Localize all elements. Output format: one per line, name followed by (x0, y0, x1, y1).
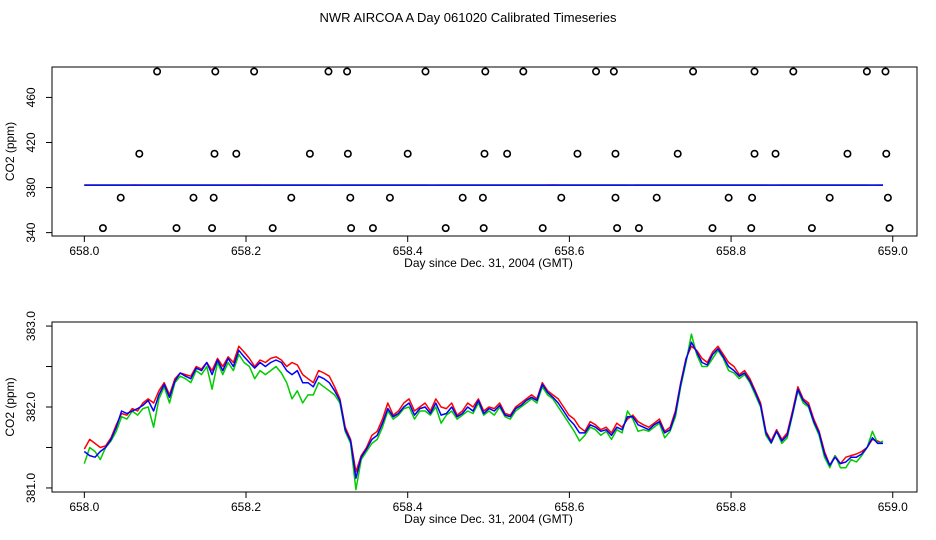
scatter-point (519, 67, 528, 76)
scatter-point (843, 149, 852, 158)
scatter-point (825, 193, 834, 202)
scatter-point (885, 224, 894, 233)
scatter-point (689, 67, 698, 76)
scatter-point (881, 67, 890, 76)
scatter-point (172, 224, 181, 233)
scatter-point (421, 67, 430, 76)
x-tick-label: 658.4 (393, 500, 423, 514)
x-tick-label: 658.0 (69, 244, 99, 258)
scatter-point (882, 149, 891, 158)
scatter-point (673, 149, 682, 158)
y-tick-label: 381.0 (24, 473, 38, 503)
scatter-point (609, 67, 618, 76)
scatter-point (441, 224, 450, 233)
scatter-point (748, 193, 757, 202)
x-tick-label: 658.6 (554, 244, 584, 258)
scatter-point (209, 193, 218, 202)
y-tick-label: 340 (24, 222, 38, 242)
x-tick-label: 658.2 (231, 244, 261, 258)
scatter-point (862, 67, 871, 76)
x-tick-label: 658.0 (69, 500, 99, 514)
x-tick-label: 658.8 (716, 500, 746, 514)
y-tick-label: 460 (24, 87, 38, 107)
y-tick-label: 382.0 (24, 392, 38, 422)
x-tick-label: 658.8 (716, 244, 746, 258)
series-line-red (83, 345, 884, 473)
chart-title: NWR AIRCOA A Day 061020 Calibrated Times… (319, 10, 617, 25)
scatter-point (343, 67, 352, 76)
scatter-point (458, 193, 467, 202)
scatter-point (324, 67, 333, 76)
scatter-point (747, 224, 756, 233)
lower-panel-calibrated-co2: 658.0 658.2 658.4 658.6 658.8 659.0 Day since … (3, 311, 918, 526)
y-tick-label: 420 (24, 132, 38, 152)
scatter-point (135, 149, 144, 158)
scatter-point (343, 149, 352, 158)
scatter-point (98, 224, 107, 233)
scatter-point (208, 224, 217, 233)
x-tick-label: 659.0 (878, 500, 908, 514)
scatter-point (750, 149, 759, 158)
scatter-point (611, 149, 620, 158)
scatter-point (883, 193, 892, 202)
upper-panel-raw-co2: 658.0 658.2 658.4 658.6 658.8 659.0 Day since … (3, 66, 918, 270)
y-tick-label: 383.0 (24, 311, 38, 341)
scatter-point (480, 149, 489, 158)
series-line-blue (83, 341, 883, 479)
scatter-point (557, 193, 566, 202)
scatter-point (403, 149, 412, 158)
scatter-point (479, 224, 488, 233)
scatter-point (347, 224, 356, 233)
scatter-point (211, 67, 220, 76)
scatter-point (268, 224, 277, 233)
x-tick-label: 658.2 (231, 500, 261, 514)
x-axis-label: Day since Dec. 31, 2004 (GMT) (404, 256, 573, 270)
scatter-point (368, 224, 377, 233)
scatter-point (573, 149, 582, 158)
plot-frame (51, 66, 918, 237)
scatter-point (385, 193, 394, 202)
scatter-point (346, 193, 355, 202)
scatter-point (250, 67, 259, 76)
x-tick-label: 658.6 (554, 500, 584, 514)
plot-frame (51, 321, 918, 493)
scatter-point (613, 224, 622, 233)
scatter-point (210, 149, 219, 158)
scatter-point (652, 193, 661, 202)
scatter-point (503, 149, 512, 158)
scatter-point (189, 193, 198, 202)
scatter-point (481, 67, 490, 76)
scatter-point (116, 193, 125, 202)
scatter-point (750, 67, 759, 76)
scatter-point (478, 193, 487, 202)
scatter-point (724, 193, 733, 202)
scatter-point (538, 224, 547, 233)
scatter-point (771, 149, 780, 158)
scatter-point (789, 67, 798, 76)
y-axis-label: CO2 (ppm) (3, 377, 17, 436)
scatter-point (232, 149, 241, 158)
scatter-point (634, 224, 643, 233)
scatter-point (592, 67, 601, 76)
x-tick-label: 659.0 (878, 244, 908, 258)
x-tick-label: 658.4 (393, 244, 423, 258)
scatter-point (807, 224, 816, 233)
scatter-point (305, 149, 314, 158)
scatter-point (708, 224, 717, 233)
x-axis-label: Day since Dec. 31, 2004 (GMT) (404, 512, 573, 526)
y-tick-label: 380 (24, 177, 38, 197)
y-axis-label: CO2 (ppm) (3, 122, 17, 181)
scatter-point (287, 193, 296, 202)
scatter-point (611, 193, 620, 202)
scatter-point (153, 67, 162, 76)
